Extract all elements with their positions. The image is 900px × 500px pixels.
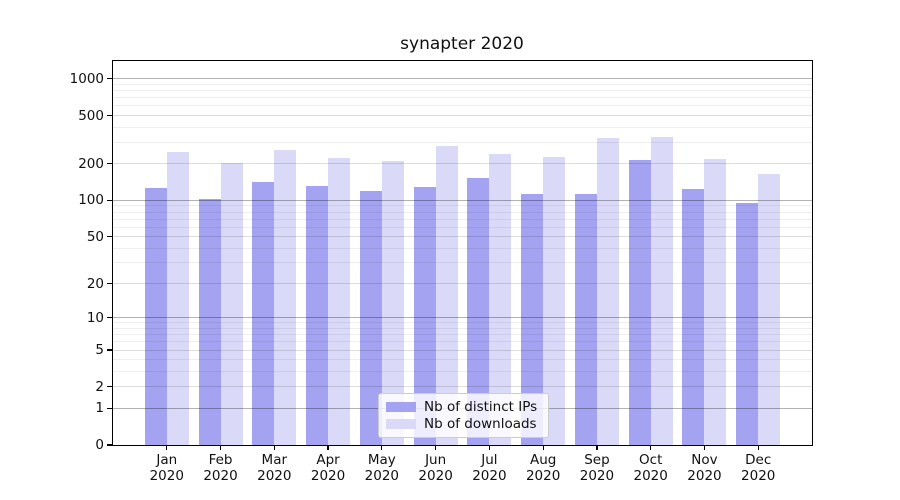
bar-downloads-oct — [650, 136, 673, 445]
gridline-700 — [113, 97, 812, 99]
x-tick-label-mar: Mar 2020 — [257, 452, 292, 484]
y-tick-1000 — [107, 78, 112, 80]
bar-ips-nov — [682, 188, 705, 445]
x-tick-label-nov: Nov 2020 — [687, 452, 722, 484]
x-tick-nov — [703, 446, 706, 450]
gridline-500 — [113, 115, 812, 116]
y-tick-label-5: 5 — [95, 342, 104, 359]
bar-downloads-feb — [220, 163, 243, 445]
x-tick-feb — [219, 446, 222, 450]
y-tick-label-0: 0 — [95, 437, 104, 453]
x-tick-aug — [542, 446, 544, 450]
x-tick-label-sep: Sep 2020 — [579, 452, 615, 484]
bar-downloads-mar — [274, 150, 297, 445]
y-tick-2 — [107, 386, 112, 388]
legend-item-downloads: Nb of downloads — [386, 416, 540, 433]
legend-label-downloads: Nb of downloads — [424, 416, 537, 433]
x-tick-apr — [327, 446, 329, 450]
y-tick-label-500: 500 — [78, 107, 104, 124]
x-tick-label-may: May 2020 — [364, 452, 400, 484]
bar-downloads-sep — [596, 138, 619, 445]
y-tick-label-100: 100 — [78, 192, 104, 209]
y-tick-0 — [107, 444, 112, 446]
legend: Nb of distinct IPs Nb of downloads — [378, 393, 549, 438]
x-tick-label-dec: Dec 2020 — [741, 452, 776, 484]
x-tick-jan — [166, 446, 168, 450]
bar-downloads-jun — [435, 145, 458, 445]
legend-swatch-downloads — [386, 419, 416, 430]
y-tick-100 — [107, 199, 112, 201]
bar-ips-jul — [467, 178, 490, 445]
x-tick-may — [381, 446, 383, 450]
gridline-600 — [113, 105, 812, 107]
bar-downloads-jan — [166, 152, 189, 445]
bar-downloads-nov — [704, 158, 727, 445]
x-tick-label-apr: Apr 2020 — [310, 452, 346, 484]
legend-item-distinct-ips: Nb of distinct IPs — [386, 398, 540, 415]
x-tick-dec — [757, 446, 759, 450]
bar-downloads-jul — [489, 153, 512, 445]
legend-swatch-distinct-ips — [386, 401, 416, 412]
y-tick-50 — [107, 236, 112, 238]
x-tick-label-jun: Jun 2020 — [418, 452, 453, 484]
bar-downloads-dec — [758, 174, 781, 445]
x-tick-jun — [435, 446, 437, 450]
y-tick-label-2: 2 — [95, 378, 104, 395]
y-tick-label-200: 200 — [78, 155, 104, 172]
bar-downloads-aug — [543, 156, 566, 445]
y-tick-label-1: 1 — [95, 400, 104, 417]
y-tick-label-10: 10 — [86, 309, 104, 326]
gridline-1000 — [113, 78, 812, 80]
bar-ips-feb — [198, 198, 221, 445]
x-tick-oct — [650, 446, 652, 450]
gridline-400 — [113, 126, 812, 128]
y-tick-1 — [107, 407, 112, 409]
x-tick-label-feb: Feb 2020 — [203, 452, 238, 484]
gridline-800 — [113, 90, 812, 92]
bar-ips-apr — [306, 186, 329, 445]
gridline-300 — [113, 142, 812, 143]
bar-ips-may — [359, 190, 382, 445]
bar-ips-oct — [628, 159, 651, 445]
x-tick-mar — [273, 446, 275, 450]
x-tick-label-oct: Oct 2020 — [633, 452, 668, 484]
y-tick-label-1000: 1000 — [69, 70, 104, 87]
bar-ips-dec — [736, 203, 759, 445]
y-tick-label-20: 20 — [86, 275, 104, 292]
x-tick-jul — [488, 446, 490, 450]
bar-ips-jan — [144, 188, 167, 445]
bar-ips-jun — [413, 187, 436, 445]
x-tick-label-jul: Jul 2020 — [472, 452, 507, 484]
y-tick-500 — [107, 114, 112, 117]
gridline-900 — [113, 83, 812, 85]
bar-ips-sep — [574, 194, 597, 445]
x-tick-label-aug: Aug 2020 — [525, 452, 561, 484]
y-tick-label-50: 50 — [86, 228, 104, 245]
x-tick-label-jan: Jan 2020 — [149, 452, 184, 484]
legend-label-distinct-ips: Nb of distinct IPs — [424, 398, 538, 415]
bar-ips-aug — [521, 193, 544, 445]
y-tick-200 — [107, 163, 112, 165]
x-tick-sep — [596, 446, 598, 450]
y-tick-10 — [107, 317, 112, 319]
chart-title: synapter 2020 — [400, 34, 524, 54]
bar-downloads-may — [381, 161, 404, 445]
y-tick-5 — [107, 349, 112, 351]
bar-ips-mar — [252, 181, 275, 445]
plot-area — [112, 60, 813, 446]
y-tick-20 — [107, 283, 112, 285]
bar-downloads-apr — [328, 158, 351, 445]
